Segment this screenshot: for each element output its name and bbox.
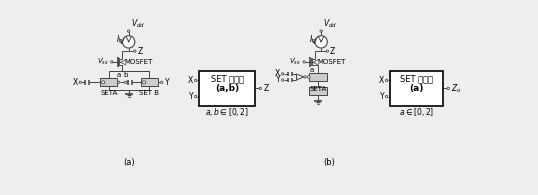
Circle shape [111, 61, 113, 63]
Circle shape [133, 50, 136, 52]
Bar [309, 87, 327, 95]
Circle shape [161, 81, 163, 83]
Text: Z: Z [330, 47, 335, 56]
Text: $a\in[0,2]$: $a\in[0,2]$ [399, 106, 434, 118]
Circle shape [259, 87, 261, 90]
Circle shape [123, 36, 135, 48]
Bar [309, 73, 327, 81]
Text: X: X [73, 78, 78, 87]
Circle shape [281, 79, 284, 81]
Text: (a): (a) [123, 158, 134, 167]
Circle shape [143, 81, 146, 84]
Circle shape [281, 73, 284, 75]
Circle shape [124, 81, 127, 83]
Bar [100, 78, 117, 86]
Text: X: X [275, 69, 280, 78]
Text: X: X [379, 76, 384, 85]
Text: MOSFET: MOSFET [317, 59, 346, 65]
Text: SET B: SET B [139, 90, 159, 96]
Circle shape [195, 95, 197, 98]
Circle shape [385, 95, 388, 98]
Text: Z: Z [137, 47, 143, 56]
Circle shape [307, 75, 310, 78]
Bar [391, 71, 443, 106]
Circle shape [117, 81, 120, 83]
Text: (a,b): (a,b) [215, 84, 239, 93]
Circle shape [385, 79, 388, 82]
Text: (a): (a) [409, 84, 424, 93]
Circle shape [447, 87, 449, 90]
Text: $V_{ss}$: $V_{ss}$ [289, 57, 301, 67]
Text: SETA: SETA [100, 90, 117, 96]
Text: Y: Y [165, 78, 169, 87]
Text: $a,b\in[0,2]$: $a,b\in[0,2]$ [205, 106, 249, 118]
Circle shape [304, 76, 306, 78]
Circle shape [320, 30, 322, 32]
Text: MOSFET: MOSFET [125, 59, 153, 65]
Bar [141, 78, 158, 86]
Text: $Z_o$: $Z_o$ [451, 82, 462, 95]
Text: SET 并联门: SET 并联门 [211, 74, 244, 83]
Text: a: a [310, 67, 314, 73]
Text: Y: Y [189, 92, 193, 101]
Circle shape [303, 61, 306, 63]
Text: (b): (b) [323, 158, 335, 167]
Circle shape [195, 79, 197, 82]
Text: $V_{ss}$: $V_{ss}$ [97, 57, 109, 67]
Text: Y: Y [380, 92, 384, 101]
Text: $V_{dd}$: $V_{dd}$ [131, 17, 145, 30]
Text: a: a [117, 73, 121, 78]
Text: Z: Z [264, 84, 268, 93]
Bar [200, 71, 255, 106]
Circle shape [79, 81, 81, 83]
Circle shape [326, 50, 329, 52]
Circle shape [102, 81, 105, 84]
Text: SET 求和门: SET 求和门 [400, 74, 433, 83]
Circle shape [315, 36, 327, 48]
Circle shape [128, 30, 130, 32]
Text: $I_0$: $I_0$ [116, 33, 124, 46]
Text: $I_0$: $I_0$ [309, 33, 316, 46]
Text: SETA: SETA [309, 86, 327, 92]
Text: $V_{dd}$: $V_{dd}$ [323, 17, 337, 30]
Text: Y: Y [275, 75, 280, 84]
Text: b: b [123, 73, 128, 78]
Text: X: X [188, 76, 193, 85]
